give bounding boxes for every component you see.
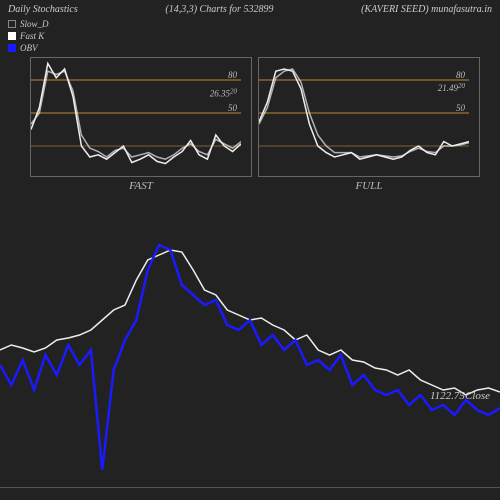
panel-fast: 805026.3520 FAST	[30, 57, 252, 177]
legend: Slow_DFast KOBV	[8, 18, 49, 54]
legend-item: Fast K	[8, 30, 49, 42]
main-chart	[0, 190, 500, 480]
page-title: Daily Stochastics	[8, 4, 78, 15]
legend-swatch	[8, 20, 16, 28]
legend-label: Slow_D	[20, 18, 49, 30]
svg-text:21.4920: 21.4920	[438, 82, 466, 93]
legend-item: Slow_D	[8, 18, 49, 30]
svg-text:50: 50	[456, 103, 466, 113]
svg-text:80: 80	[456, 70, 466, 80]
legend-swatch	[8, 32, 16, 40]
svg-text:26.3520: 26.3520	[210, 88, 238, 99]
chart-params: (14,3,3) Charts for 532899	[165, 4, 273, 15]
legend-swatch	[8, 44, 16, 52]
bottom-divider	[0, 487, 500, 488]
symbol-label: (KAVERI SEED) munafasutra.in	[361, 4, 492, 15]
svg-text:80: 80	[228, 70, 238, 80]
legend-item: OBV	[8, 42, 49, 54]
close-label: 1122.75Close	[430, 390, 490, 402]
legend-label: OBV	[20, 42, 38, 54]
svg-text:50: 50	[228, 103, 238, 113]
legend-label: Fast K	[20, 30, 44, 42]
panel-full: 805021.4920 FULL	[258, 57, 480, 177]
